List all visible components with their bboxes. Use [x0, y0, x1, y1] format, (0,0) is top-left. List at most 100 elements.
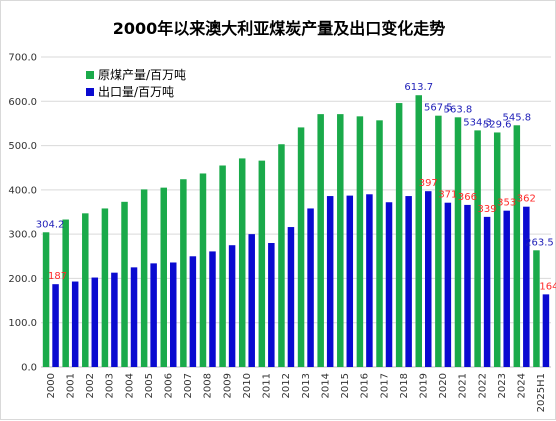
- data-label-export: 339: [478, 204, 497, 215]
- bar-production: [258, 160, 266, 367]
- bar-production: [356, 116, 364, 367]
- y-tick-label: 700.0: [8, 53, 37, 64]
- bar-export: [228, 245, 236, 367]
- bar-production: [180, 179, 187, 367]
- bar-export: [464, 204, 471, 367]
- bar-export: [483, 216, 491, 367]
- data-label-export: 366: [458, 192, 477, 203]
- data-label-production: 567.5: [424, 103, 453, 114]
- bar-production: [140, 189, 148, 367]
- bar-production: [474, 130, 481, 367]
- x-tick-label: 2024: [517, 373, 528, 398]
- y-tick-label: 0.0: [21, 363, 37, 374]
- x-tick-label: 2023: [497, 373, 508, 398]
- x-tick-label: 2019: [419, 373, 430, 398]
- bar-export: [425, 191, 432, 367]
- bar-production: [493, 132, 501, 367]
- x-tick-label: 2025H1: [536, 373, 547, 412]
- x-tick-label: 2002: [85, 373, 96, 398]
- bar-export: [346, 195, 354, 367]
- bar-production: [337, 114, 344, 367]
- x-tick-label: 2022: [477, 373, 488, 398]
- bar-production: [278, 144, 285, 367]
- data-label-export: 362: [517, 194, 536, 205]
- x-tick-label: 2016: [360, 373, 371, 398]
- bar-export: [523, 206, 530, 367]
- data-label-production: 613.7: [404, 82, 433, 93]
- y-tick-label: 100.0: [8, 318, 37, 329]
- bar-export: [405, 196, 412, 367]
- x-tick-label: 2004: [124, 373, 135, 398]
- bar-production: [533, 250, 540, 367]
- x-tick-label: 2012: [281, 373, 292, 398]
- x-tick-label: 2021: [458, 373, 469, 398]
- bar-export: [209, 251, 216, 367]
- bar-export: [52, 284, 59, 367]
- legend-swatch-export: [86, 88, 94, 96]
- x-tick-label: 2009: [222, 373, 233, 398]
- bar-production: [238, 158, 246, 367]
- data-label-production: 534.3: [463, 117, 492, 128]
- bar-production: [82, 213, 89, 367]
- bar-export: [287, 227, 295, 367]
- bar-production: [62, 219, 69, 367]
- x-tick-label: 2011: [262, 373, 273, 398]
- x-tick-label: 2010: [242, 373, 253, 398]
- data-label-export: 164: [539, 281, 556, 292]
- bar-production: [219, 165, 226, 367]
- data-label-production: 304.2: [36, 219, 65, 230]
- bar-production: [317, 114, 324, 367]
- data-label-export: 397: [419, 178, 438, 189]
- legend-swatch-production: [86, 71, 94, 79]
- x-tick-label: 2007: [183, 373, 194, 398]
- data-label-production: 529.6: [483, 119, 512, 130]
- bar-export: [91, 277, 99, 367]
- y-tick-label: 600.0: [8, 97, 37, 108]
- bar-production: [42, 232, 50, 367]
- bar-production: [415, 95, 422, 368]
- data-label-production: 263.5: [525, 237, 554, 248]
- x-tick-label: 2015: [340, 373, 351, 398]
- bar-export: [150, 263, 157, 367]
- y-axis-ticks: 0.0 100.0 200.0 300.0 400.0 500.0 600.0 700.0: [8, 53, 37, 374]
- data-label-production: 545.8: [503, 112, 532, 123]
- data-label-production: 563.8: [444, 104, 473, 115]
- bar-export: [248, 234, 255, 367]
- y-tick-label: 500.0: [8, 141, 37, 152]
- x-tick-label: 2020: [438, 373, 449, 398]
- x-tick-label: 2005: [144, 373, 155, 398]
- bar-export: [503, 210, 510, 367]
- bar-production: [395, 103, 403, 368]
- y-tick-label: 300.0: [8, 230, 37, 241]
- data-label-export: 187: [48, 271, 67, 282]
- y-tick-label: 200.0: [8, 274, 37, 285]
- chart-title: 2000年以来澳大利亚煤炭产量及出口变化走势: [112, 19, 446, 38]
- x-tick-label: 2018: [399, 373, 410, 398]
- bar-export: [385, 202, 393, 367]
- x-tick-label: 2001: [65, 373, 76, 398]
- bar-export: [366, 194, 373, 367]
- bar-export: [444, 202, 452, 367]
- bar-production: [376, 120, 383, 367]
- bar-export: [268, 243, 275, 367]
- bar-export: [111, 272, 118, 367]
- data-label-export: 371: [438, 190, 457, 201]
- x-tick-label: 2013: [301, 373, 312, 398]
- bar-production: [199, 173, 207, 367]
- bar-production: [513, 125, 521, 367]
- x-axis-ticks: 2000 2001 2002 2003 2004 2005 2006 2007 2008 2009…: [46, 373, 547, 412]
- x-tick-label: 2014: [320, 373, 331, 398]
- bar-export: [542, 294, 550, 367]
- x-tick-label: 2017: [379, 373, 390, 398]
- bar-production: [121, 201, 128, 367]
- bar-export: [170, 262, 177, 367]
- y-tick-label: 400.0: [8, 185, 37, 196]
- bars: [42, 95, 550, 368]
- bar-production: [454, 117, 462, 368]
- legend-label-production: 原煤产量/百万吨: [98, 68, 186, 82]
- data-label-export: 353: [497, 198, 516, 209]
- legend-label-export: 出口量/百万吨: [98, 85, 174, 99]
